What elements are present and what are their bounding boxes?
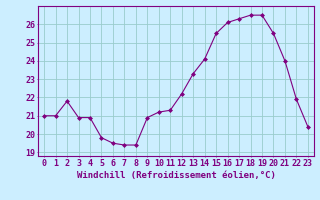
X-axis label: Windchill (Refroidissement éolien,°C): Windchill (Refroidissement éolien,°C) <box>76 171 276 180</box>
